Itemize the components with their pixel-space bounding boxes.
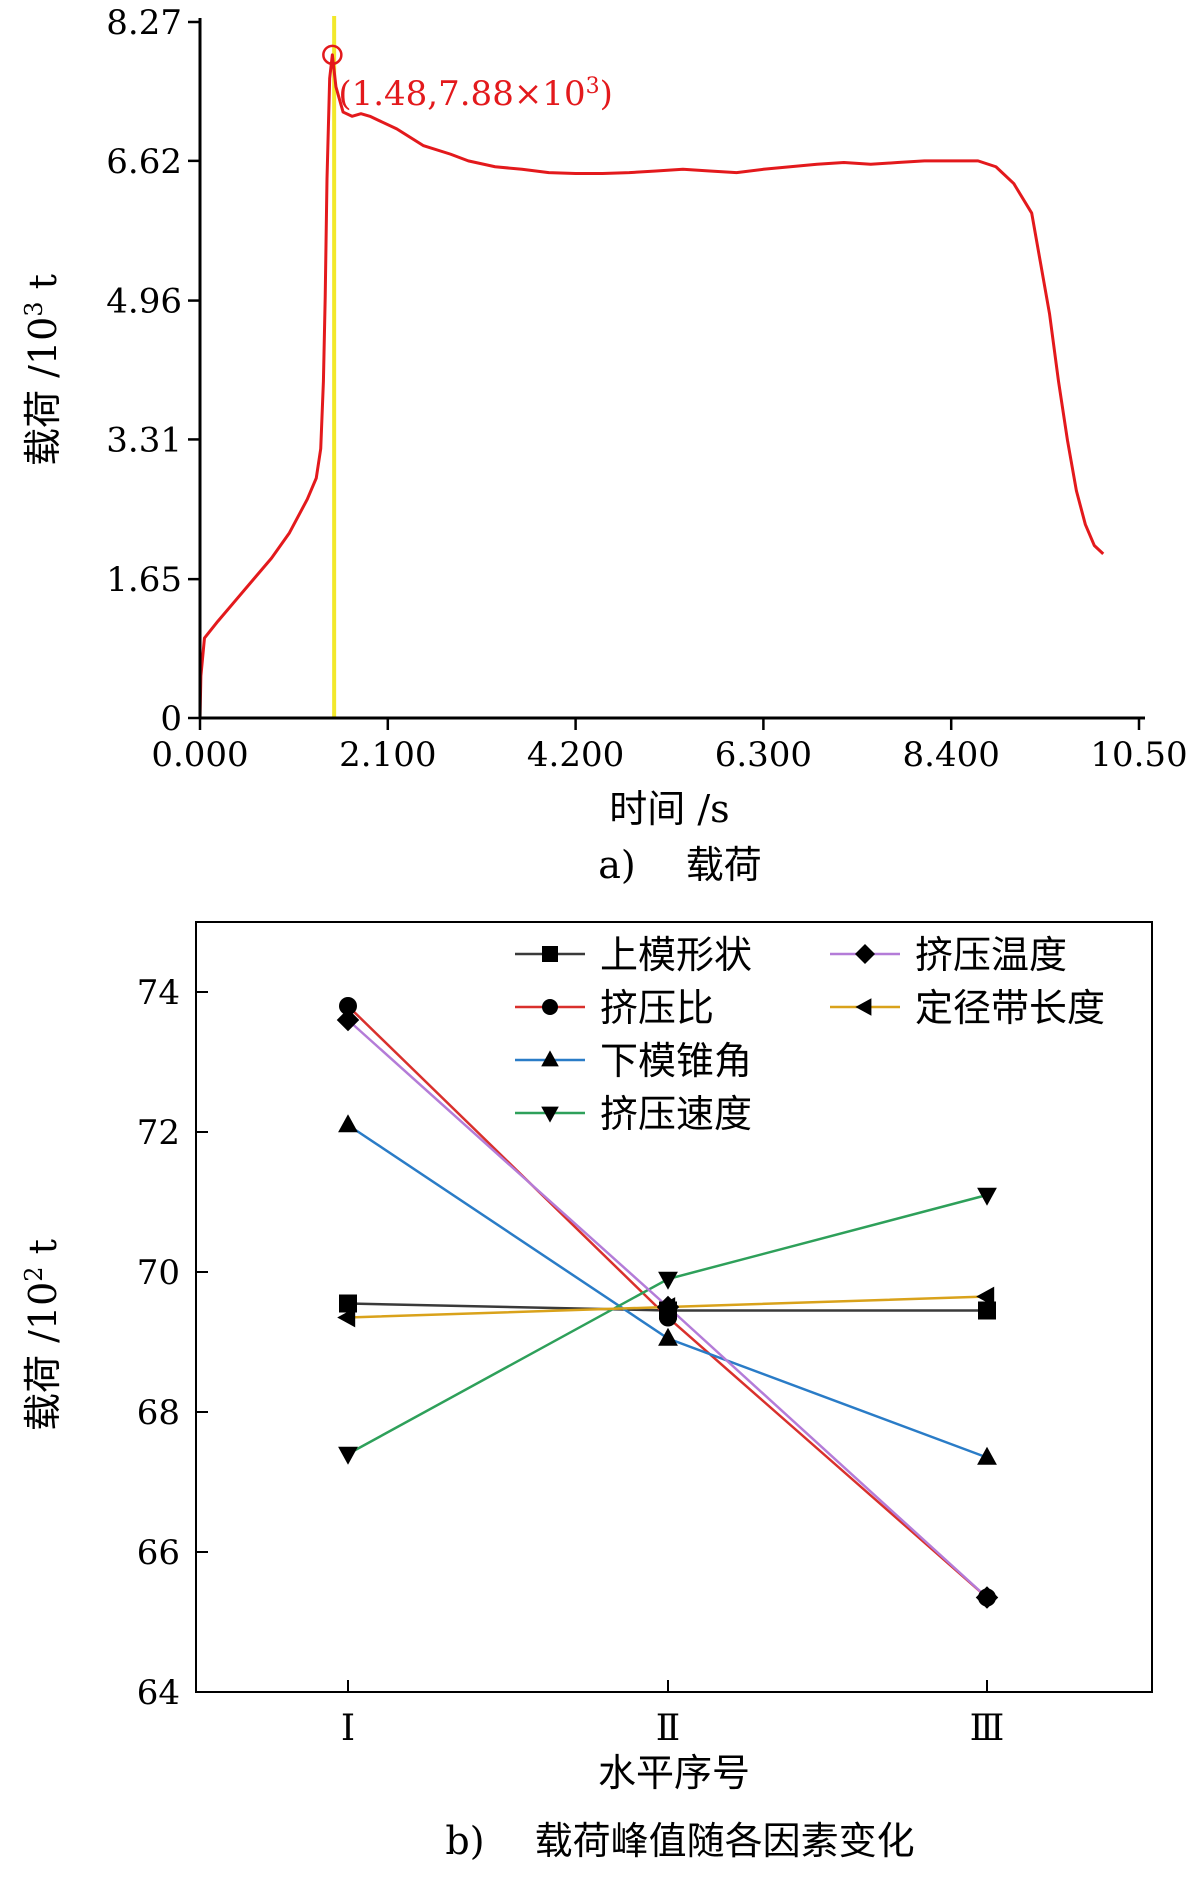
x-tick-label: 0.000: [151, 735, 248, 775]
data-point-marker: [541, 1106, 559, 1123]
data-point-marker: [977, 1187, 997, 1206]
x-axis-ticks: 0.000 2.100 4.200 6.300 8.400 10.50: [151, 718, 1188, 775]
legend-item: 挤压速度: [515, 1092, 752, 1136]
y-tick-label: 66: [137, 1533, 180, 1573]
data-point-marker: [541, 1050, 559, 1067]
legend-label: 下模锥角: [600, 1039, 752, 1083]
data-point-marker: [658, 1327, 678, 1346]
data-point-marker: [657, 1297, 676, 1317]
x-tick-label: 4.200: [527, 735, 624, 775]
x-tick-label: 8.400: [903, 735, 1000, 775]
x-tick-label: Ⅲ: [970, 1708, 1005, 1749]
data-point-marker: [336, 1008, 360, 1032]
legend-label: 定径带长度: [915, 986, 1105, 1030]
x-axis-ticks: Ⅰ Ⅱ Ⅲ: [341, 1680, 1004, 1749]
data-point-marker: [658, 1271, 678, 1290]
data-point-marker: [978, 1301, 996, 1320]
peak-annotation: (1.48,7.88×103): [338, 73, 612, 114]
legend-label: 挤压速度: [600, 1092, 752, 1136]
y-tick-label: 8.27: [106, 3, 182, 43]
data-point-marker: [338, 1446, 358, 1465]
y-tick-label: 74: [137, 973, 180, 1013]
load-time-chart: 0 1.65 3.31 4.96 6.62 8.27 0.000 2.100 4.200 6.3…: [20, 3, 1188, 887]
peak-point-marker: [322, 44, 343, 66]
chart-caption: a) 载荷: [598, 843, 762, 887]
y-axis-label: 载荷 /102 t: [20, 1239, 65, 1431]
x-axis-label: 时间 /s: [609, 787, 729, 831]
load-curve: [198, 53, 1105, 719]
x-tick-label: Ⅰ: [341, 1708, 355, 1749]
legend-item: 定径带长度: [830, 986, 1105, 1030]
y-tick-label: 1.65: [106, 560, 182, 600]
x-tick-label: Ⅱ: [656, 1708, 680, 1749]
series-markers: [337, 1286, 995, 1328]
x-axis-label: 水平序号: [598, 1751, 750, 1795]
plot-frame: [195, 921, 1153, 1693]
legend-item: 下模锥角: [515, 1039, 752, 1083]
data-point-marker: [855, 998, 872, 1016]
legend-item: 上模形状: [515, 933, 752, 977]
y-axis-ticks: 0 1.65 3.31 4.96 6.62 8.27: [106, 3, 200, 739]
chart-caption: b) 载荷峰值随各因素变化: [445, 1819, 914, 1863]
data-point-marker: [542, 999, 558, 1015]
data-point-marker: [855, 944, 875, 964]
data-point-marker: [339, 1294, 357, 1313]
y-tick-label: 0: [160, 699, 182, 739]
data-point-marker: [975, 1586, 999, 1609]
series-group: [336, 997, 999, 1609]
data-point-marker: [338, 1114, 358, 1133]
data-point-marker: [337, 1307, 356, 1328]
y-tick-label: 70: [137, 1253, 180, 1293]
data-point-marker: [976, 1286, 995, 1307]
legend-item: 挤压温度: [830, 933, 1067, 977]
y-tick-label: 72: [137, 1113, 180, 1153]
x-tick-label: 10.50: [1090, 735, 1187, 775]
series: [347, 1123, 988, 1459]
series-line: [347, 1123, 988, 1459]
y-axis-label: 载荷 /103 t: [20, 274, 65, 466]
legend-label: 挤压温度: [915, 933, 1067, 977]
y-tick-label: 3.31: [106, 420, 182, 460]
y-tick-label: 64: [137, 1673, 180, 1713]
series-markers: [338, 1187, 997, 1465]
data-point-marker: [542, 946, 558, 962]
data-point-marker: [977, 1446, 997, 1465]
x-tick-label: 6.300: [715, 735, 812, 775]
y-tick-label: 68: [137, 1393, 180, 1433]
series-markers: [338, 1114, 997, 1465]
y-tick-label: 4.96: [106, 282, 182, 322]
y-tick-label: 6.62: [106, 142, 182, 182]
legend-label: 挤压比: [600, 986, 714, 1030]
legend-item: 挤压比: [515, 986, 714, 1030]
data-point-marker: [339, 997, 357, 1015]
x-tick-label: 2.100: [339, 735, 436, 775]
y-axis-ticks: 64 66 68 70 72 74: [137, 973, 208, 1713]
legend-label: 上模形状: [600, 933, 752, 977]
